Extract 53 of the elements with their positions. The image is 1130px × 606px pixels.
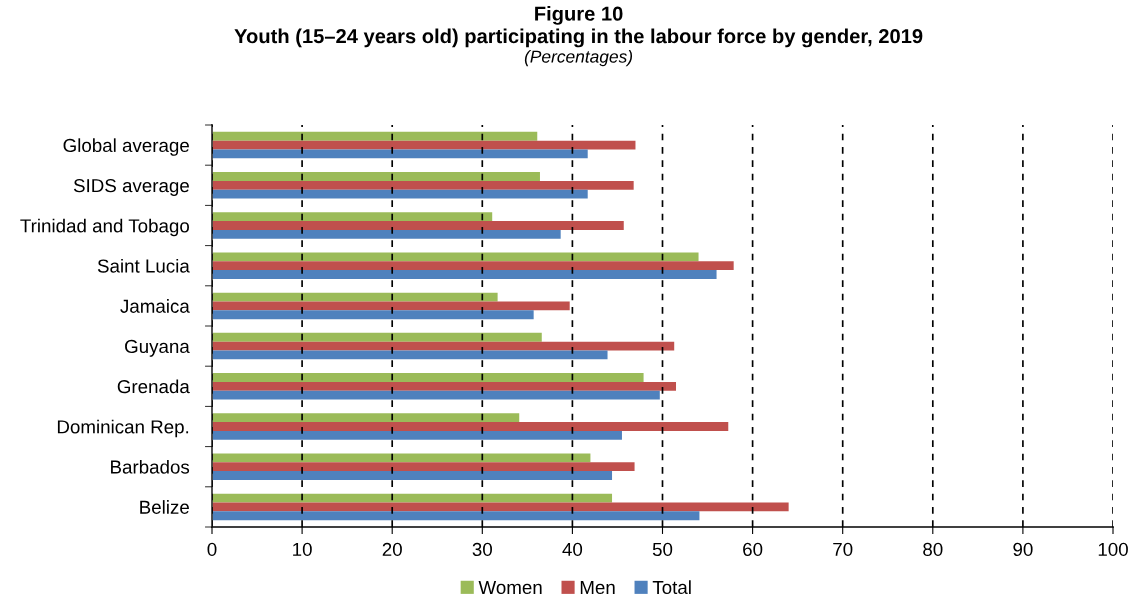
bar bbox=[212, 221, 624, 230]
bar bbox=[212, 413, 520, 423]
x-tick-label: 20 bbox=[382, 542, 402, 557]
bar bbox=[212, 390, 660, 400]
y-tick-label: Trinidad and Tobago bbox=[20, 218, 190, 237]
bar bbox=[212, 381, 677, 391]
bar bbox=[212, 172, 540, 181]
y-tick-label: Grenada bbox=[117, 379, 190, 394]
bar bbox=[212, 332, 542, 342]
bar bbox=[212, 140, 636, 150]
x-tick-label: 90 bbox=[1013, 542, 1033, 557]
bar bbox=[212, 310, 534, 320]
bar bbox=[212, 430, 622, 440]
chart-title: Figure 10 Youth (15–24 years old) participating in the labour force by gender, 2019 bbox=[234, 6, 923, 48]
y-tick-label: Belize bbox=[140, 500, 189, 514]
x-tick-label: 80 bbox=[923, 542, 943, 557]
y-tick-label: Barbados bbox=[111, 459, 190, 474]
bar bbox=[212, 131, 538, 141]
bar bbox=[212, 373, 644, 382]
y-tick-label: Dominican Rep. bbox=[57, 419, 189, 438]
bar bbox=[212, 261, 734, 271]
y-tick-label: Global average bbox=[63, 138, 189, 156]
x-tick-label: 70 bbox=[833, 542, 853, 557]
bar bbox=[212, 252, 699, 262]
x-tick-label: 40 bbox=[562, 542, 583, 557]
bar bbox=[212, 341, 675, 351]
bar bbox=[212, 422, 729, 431]
x-tick-label: 30 bbox=[472, 542, 492, 557]
bar bbox=[212, 212, 493, 222]
chart-subtitle: (Percentages) bbox=[524, 50, 633, 67]
bar bbox=[212, 462, 635, 472]
x-tick-label: 10 bbox=[293, 542, 312, 557]
bar bbox=[212, 301, 570, 311]
legend-label: Women bbox=[478, 580, 542, 595]
y-tick-label: Guyana bbox=[125, 339, 190, 357]
bar bbox=[212, 180, 634, 190]
legend-label: Men bbox=[580, 580, 615, 595]
y-tick-label: Jamaica bbox=[120, 299, 190, 313]
bar bbox=[212, 453, 591, 463]
bar bbox=[212, 229, 561, 239]
bar bbox=[212, 270, 717, 279]
bar bbox=[212, 350, 608, 360]
legend-label: Total bbox=[652, 580, 691, 595]
bar bbox=[212, 471, 613, 480]
bar bbox=[212, 502, 789, 512]
bar bbox=[212, 189, 588, 199]
bar bbox=[212, 511, 700, 521]
y-tick-label: SIDS average bbox=[73, 179, 189, 196]
y-tick-label: Saint Lucia bbox=[97, 258, 190, 273]
x-tick-label: 50 bbox=[652, 542, 673, 557]
x-tick-label: 0 bbox=[207, 542, 217, 557]
x-tick-label: 60 bbox=[743, 542, 763, 557]
x-tick-label: 100 bbox=[1098, 542, 1128, 557]
